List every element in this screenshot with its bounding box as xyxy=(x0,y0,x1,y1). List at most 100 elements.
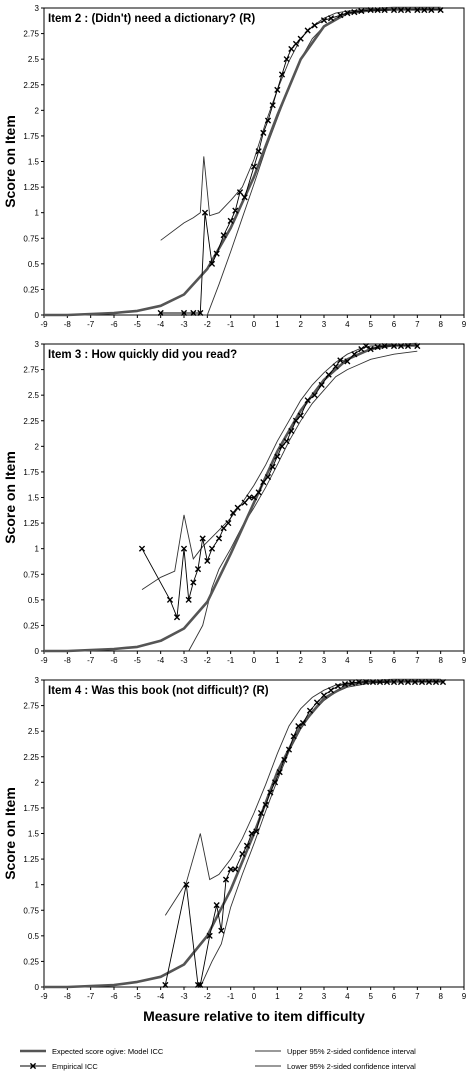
empirical-point xyxy=(332,363,339,370)
legend-label: Empirical ICC xyxy=(52,1062,98,1071)
x-tick-label: -2 xyxy=(204,320,212,329)
x-tick-label: 4 xyxy=(345,320,350,329)
empirical-point xyxy=(173,614,181,621)
legend-marker-x xyxy=(29,1062,37,1070)
empirical-point xyxy=(297,35,304,42)
y-tick-label: 1 xyxy=(35,209,40,218)
x-tick-label: 1 xyxy=(275,656,280,665)
x-tick-label: -3 xyxy=(180,992,188,1001)
empirical-point xyxy=(255,148,262,155)
y-tick-label: 2.25 xyxy=(23,417,39,426)
empirical-point xyxy=(337,357,344,364)
empirical-point xyxy=(190,309,197,317)
empirical-point xyxy=(162,981,169,989)
x-tick-label: 9 xyxy=(462,320,467,329)
y-tick-label: 0.25 xyxy=(23,285,39,294)
panel-title: Item 3 : How quickly did you read? xyxy=(48,349,237,361)
empirical-point xyxy=(327,687,335,694)
empirical-point xyxy=(337,12,344,19)
y-tick-label: 2.5 xyxy=(28,55,40,64)
legend-label: Lower 95% 2-sided confidence interval xyxy=(287,1062,416,1071)
empirical-point xyxy=(166,596,174,603)
x-tick-label: 4 xyxy=(345,992,350,1001)
empirical-point xyxy=(208,260,216,267)
empirical-point xyxy=(341,680,349,688)
x-tick-label: 5 xyxy=(368,656,373,665)
x-tick-label: 6 xyxy=(392,320,397,329)
empirical-point xyxy=(325,371,332,378)
empirical-point xyxy=(348,679,356,687)
x-tick-label: -5 xyxy=(134,656,142,665)
y-tick-label: 0.5 xyxy=(28,596,40,605)
empirical-point xyxy=(344,358,351,365)
empirical-point xyxy=(313,699,321,706)
empirical-point xyxy=(204,557,211,565)
empirical-point xyxy=(236,189,244,196)
x-tick-label: -9 xyxy=(40,992,48,1001)
empirical-point xyxy=(381,342,388,350)
empirical-point xyxy=(290,733,297,740)
empirical-point xyxy=(262,801,269,808)
empirical-point xyxy=(292,417,300,424)
legend-item: Expected score ogive: Model ICC xyxy=(20,1047,164,1056)
x-tick-label: 8 xyxy=(438,320,443,329)
x-tick-label: 3 xyxy=(322,992,327,1001)
empirical-point xyxy=(367,346,374,353)
empirical-point xyxy=(414,6,421,14)
empirical-point xyxy=(213,902,220,909)
x-tick-label: -2 xyxy=(204,992,212,1001)
empirical-point xyxy=(397,678,405,686)
empirical-point xyxy=(239,850,246,858)
empirical-point xyxy=(327,15,335,22)
empirical-point xyxy=(278,71,286,78)
x-tick-label: -2 xyxy=(204,656,212,665)
x-tick-label: 2 xyxy=(298,656,303,665)
x-tick-label: -3 xyxy=(180,320,188,329)
y-tick-label: 3 xyxy=(35,4,40,13)
y-tick-label: 0.25 xyxy=(23,621,39,630)
empirical-point xyxy=(428,6,435,14)
model-icc-line xyxy=(44,678,441,989)
y-tick-label: 1.5 xyxy=(28,830,40,839)
x-tick-label: -7 xyxy=(87,320,95,329)
empirical-point xyxy=(304,397,311,404)
empirical-point xyxy=(283,56,290,63)
empirical-point xyxy=(241,194,248,201)
empirical-point xyxy=(250,494,258,501)
x-tick-label: -6 xyxy=(110,656,118,665)
empirical-point xyxy=(295,722,302,730)
empirical-point xyxy=(304,27,311,34)
empirical-point xyxy=(260,129,267,136)
x-tick-label: -5 xyxy=(134,320,142,329)
empirical-point xyxy=(281,756,288,763)
empirical-point xyxy=(418,678,426,686)
empirical-point xyxy=(288,45,295,53)
x-tick-label: -4 xyxy=(157,992,165,1001)
y-tick-label: 2.25 xyxy=(23,753,39,762)
y-tick-label: 2.5 xyxy=(28,727,40,736)
x-tick-label: 2 xyxy=(298,992,303,1001)
legend-item: Empirical ICC xyxy=(20,1062,98,1071)
x-tick-label: -9 xyxy=(40,656,48,665)
empirical-point xyxy=(208,545,216,552)
y-tick-label: 0.75 xyxy=(23,906,39,915)
empirical-point xyxy=(404,342,412,350)
x-tick-label: -7 xyxy=(87,656,95,665)
y-tick-label: 0.5 xyxy=(28,260,40,269)
y-tick-label: 3 xyxy=(35,676,40,685)
lower-ci-line xyxy=(186,680,441,988)
empirical-point xyxy=(234,504,241,511)
empirical-point xyxy=(358,346,365,353)
y-tick-label: 3 xyxy=(35,340,40,349)
empirical-point xyxy=(414,342,421,350)
y-tick-label: 1.25 xyxy=(23,855,39,864)
y-axis-label: Score on Item xyxy=(2,115,18,208)
empirical-point xyxy=(229,509,237,516)
x-tick-label: 6 xyxy=(392,656,397,665)
legend-label: Expected score ogive: Model ICC xyxy=(52,1047,164,1056)
empirical-point xyxy=(397,6,405,14)
empirical-point xyxy=(390,342,398,350)
empirical-point xyxy=(320,692,328,699)
empirical-point xyxy=(227,217,234,224)
empirical-point xyxy=(292,40,300,47)
